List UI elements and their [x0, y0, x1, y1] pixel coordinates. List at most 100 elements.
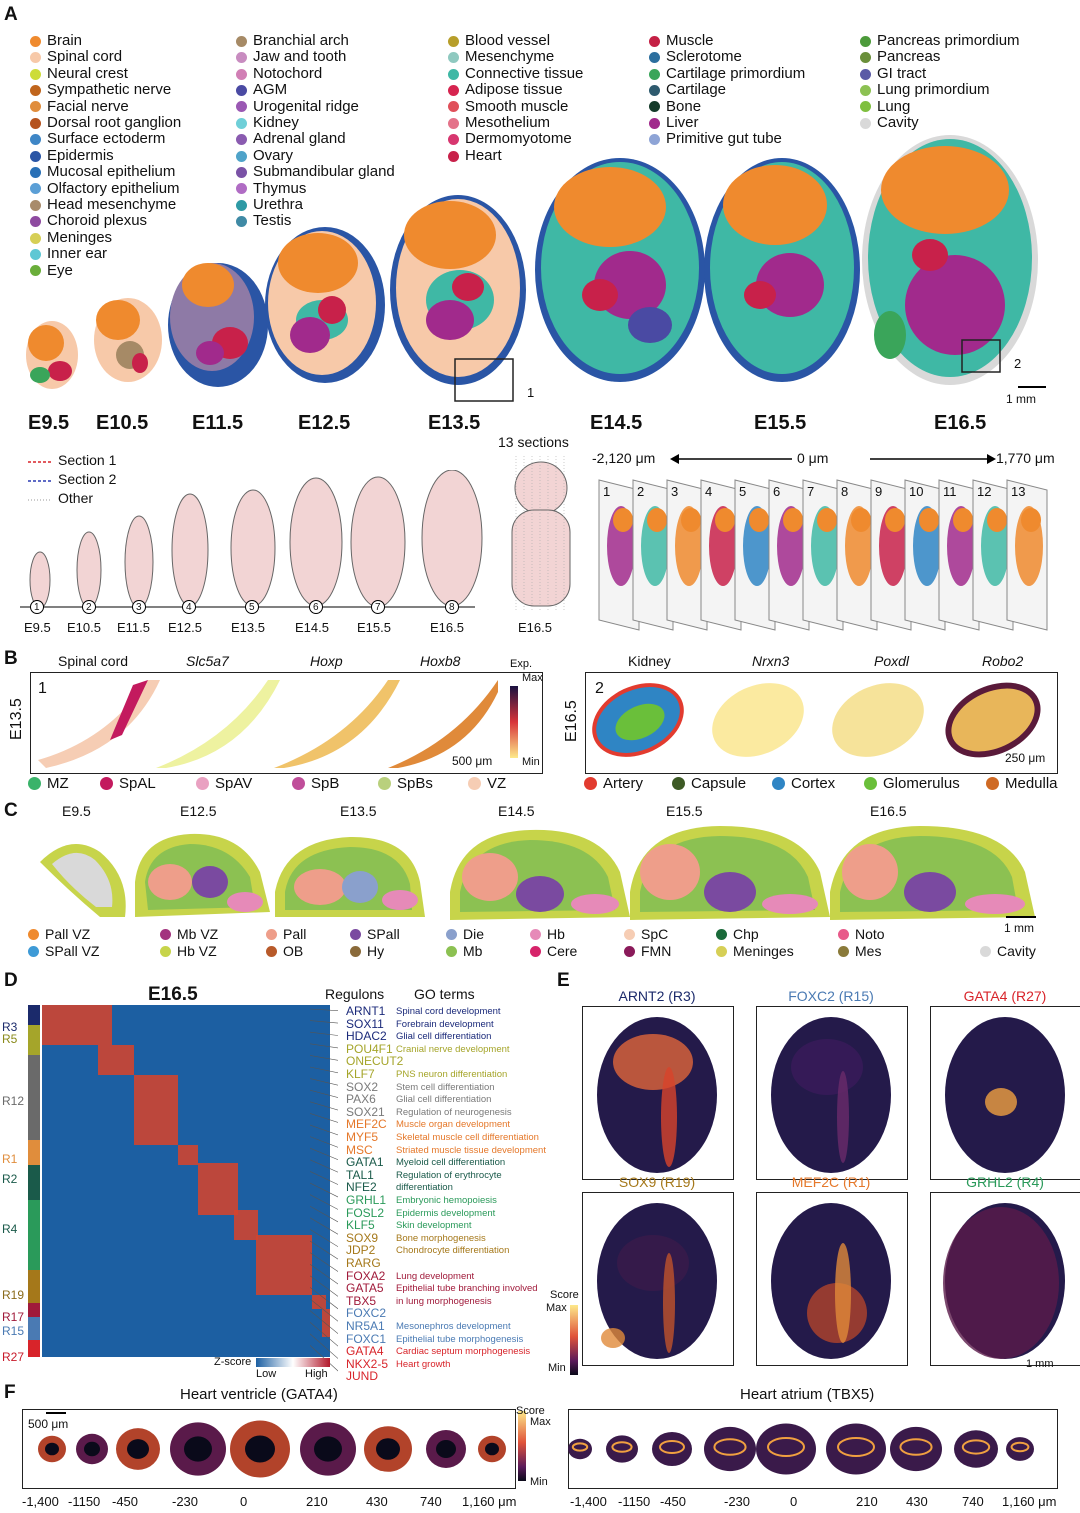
regulon-name: PAX6	[346, 1092, 376, 1107]
zoom-box-2	[961, 339, 1001, 373]
legend-swatch	[649, 101, 660, 113]
module-label: R17	[2, 1310, 25, 1324]
legend-swatch	[236, 84, 247, 96]
legend-label: Pancreas	[877, 48, 941, 66]
spatial-map	[771, 1017, 891, 1173]
atrium-signal	[571, 1442, 589, 1452]
legend-label: Head mesenchyme	[47, 196, 177, 214]
heatmap-block	[178, 1145, 198, 1165]
legend-item: Mb VZ	[160, 926, 218, 942]
module-color-bar	[28, 1025, 40, 1055]
axis-mid-label: 0 μm	[797, 450, 829, 466]
legend-swatch	[649, 68, 660, 80]
brain-section-e14-5	[450, 829, 630, 920]
panel-b-title-1: Spinal cord	[58, 653, 129, 669]
timeline-num-4: 4	[186, 602, 192, 613]
regulon-name: ONECUT2	[346, 1054, 404, 1069]
large-embryo-label: E16.5	[518, 620, 552, 635]
legend-item: Mb	[446, 943, 482, 959]
timeline-num-3: 3	[136, 602, 142, 613]
spatial-map-title: MEF2C (R1)	[791, 1174, 871, 1190]
legend-swatch	[378, 777, 391, 790]
atrium-section	[890, 1426, 942, 1472]
go-term: Spinal cord development	[396, 1006, 501, 1017]
ventricle-lumen	[127, 1439, 149, 1459]
legend-item: Pancreas primordium	[860, 32, 1020, 49]
legend-label: Ovary	[253, 146, 294, 164]
legend-label: Notochord	[253, 64, 323, 82]
connector-line	[310, 1136, 338, 1148]
legend-swatch	[649, 134, 660, 146]
section-legend-2: Section 2	[58, 471, 117, 487]
slice-brain	[1021, 508, 1041, 532]
stage-label-2: E10.5	[96, 412, 149, 434]
go-term: Cranial nerve development	[396, 1043, 510, 1055]
legend-label: Epidermis	[47, 146, 114, 164]
panel-label-b: B	[4, 648, 18, 669]
axis-arrows	[670, 454, 996, 464]
zscore-label: Z-score	[214, 1356, 252, 1368]
go-term: Glial cell differentiation	[396, 1094, 492, 1106]
module-label: R3	[2, 1020, 18, 1034]
go-term: Myeloid cell differentiation	[396, 1157, 506, 1169]
legend-swatch	[30, 84, 41, 96]
connector-line	[310, 1089, 338, 1098]
heatmap-block	[198, 1163, 238, 1215]
brain-sections	[40, 826, 1036, 920]
spatial-map	[771, 1203, 891, 1359]
legend-swatch	[716, 945, 727, 957]
legend-swatch	[350, 928, 361, 940]
module-color-bar	[28, 1055, 40, 1140]
connector-line	[310, 1333, 338, 1359]
connector-line	[310, 1217, 338, 1235]
legend-item: Cortex	[772, 775, 835, 792]
connector-line	[310, 1159, 338, 1173]
panel-b-right-number: 2	[595, 680, 604, 697]
expression-region	[791, 1039, 863, 1095]
legend-item: Hb	[530, 926, 565, 942]
legend-label: SpBs	[397, 775, 433, 792]
legend-label: Cavity	[877, 114, 919, 132]
legend-item: SPall	[350, 926, 400, 942]
module-label: R4	[2, 1222, 18, 1236]
score-min-e: Min	[548, 1362, 566, 1374]
ventricle-lumen	[245, 1435, 275, 1463]
go-term: Epithelial tube branching involved	[396, 1283, 538, 1295]
regulon-name: JDP2	[346, 1243, 376, 1258]
regulon-name: JUND	[346, 1369, 378, 1384]
legend-swatch	[530, 928, 541, 940]
module-color-bar	[28, 1270, 40, 1303]
legend-label: Mb	[463, 943, 483, 959]
legend-item: Choroid plexus	[30, 213, 181, 229]
legend-item: Capsule	[672, 775, 746, 792]
legend-swatch	[236, 101, 247, 113]
regulon-name: RARG	[346, 1256, 381, 1270]
legend-item: Hb VZ	[160, 943, 217, 959]
legend-item: Adipose tissue	[448, 81, 583, 98]
legend-label: SpB	[311, 775, 340, 792]
exp-label: Exp.	[510, 658, 533, 670]
embryo-e12-5	[265, 227, 385, 383]
expression-region	[837, 1071, 849, 1163]
atrium-section	[704, 1426, 756, 1472]
spatial-map	[945, 1017, 1065, 1173]
heatmap-block	[256, 1235, 312, 1295]
legend-item: Brain	[30, 32, 181, 49]
legend-label: Lung primordium	[877, 81, 990, 99]
timeline-num-8: 8	[449, 602, 455, 613]
legend-item: Mucosal epithelium	[30, 163, 181, 180]
legend-item: Urogenital ridge	[236, 98, 395, 115]
atrium-signal	[611, 1441, 633, 1453]
panel-c-stage-1: E9.5	[62, 803, 91, 819]
legend-label: Connective tissue	[465, 64, 584, 82]
spatial-map-title: GATA4 (R27)	[963, 988, 1047, 1004]
legend-label: Chp	[733, 926, 759, 942]
atrium-section	[606, 1435, 638, 1463]
go-term: Lung development	[396, 1270, 475, 1282]
brain-section-e9-5	[40, 844, 126, 917]
slice-brain	[647, 508, 667, 532]
legend-label: SpC	[641, 926, 669, 942]
heatmap-block	[42, 1005, 112, 1045]
panel-f-left-box	[22, 1409, 516, 1489]
legend-item: Dermomyotome	[448, 131, 583, 147]
